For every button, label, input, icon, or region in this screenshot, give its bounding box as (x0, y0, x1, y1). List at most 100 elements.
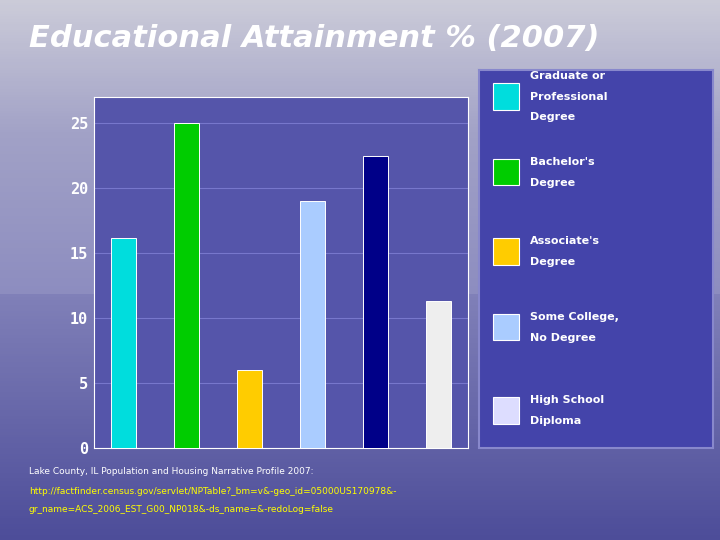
Bar (0, 146, 720, 148)
Bar (0, 427, 720, 429)
Bar (0, 370, 720, 373)
Bar (0, 227, 720, 229)
Bar (0, 192, 720, 194)
Bar (0, 354, 720, 356)
Bar (0, 389, 720, 392)
Bar (0, 437, 720, 440)
Bar (0, 410, 720, 413)
Bar (0, 429, 720, 432)
Bar (0, 319, 720, 321)
Bar (0, 167, 720, 170)
FancyBboxPatch shape (493, 239, 518, 265)
Bar (0, 116, 720, 119)
Bar (0, 143, 720, 146)
Bar (0, 216, 720, 219)
Text: Diploma: Diploma (530, 416, 582, 426)
Bar (0, 397, 720, 400)
Bar (0, 89, 720, 92)
Bar (0, 289, 720, 292)
Bar (0, 464, 720, 467)
Bar (0, 267, 720, 270)
Bar (0, 346, 720, 348)
Bar (0, 46, 720, 49)
Bar (0, 513, 720, 516)
Bar (0, 313, 720, 316)
Bar (0, 262, 720, 265)
Bar (0, 211, 720, 213)
Bar (0, 381, 720, 383)
Bar (0, 435, 720, 437)
Bar (0, 194, 720, 197)
Text: Educational Attainment % (2007): Educational Attainment % (2007) (29, 24, 599, 53)
Bar (0, 356, 720, 359)
Text: High School: High School (530, 395, 604, 405)
Bar (0, 273, 720, 275)
Bar (0, 481, 720, 483)
Text: http://factfinder.census.gov/servlet/NPTable?_bm=v&-geo_id=05000US170978&-: http://factfinder.census.gov/servlet/NPT… (29, 487, 396, 496)
Bar (0, 49, 720, 51)
Bar (0, 446, 720, 448)
Bar (0, 84, 720, 86)
Bar (0, 70, 720, 73)
Bar (0, 383, 720, 386)
Text: No Degree: No Degree (530, 333, 596, 343)
Bar (0, 94, 720, 97)
Bar (0, 43, 720, 46)
Bar (0, 76, 720, 78)
Bar (0, 32, 720, 35)
Bar (0, 494, 720, 497)
Bar (0, 97, 720, 100)
Bar (0, 472, 720, 475)
Bar (0, 335, 720, 338)
Bar (0, 68, 720, 70)
Bar (0, 416, 720, 418)
Bar (0, 65, 720, 68)
Bar (0, 5, 720, 8)
Bar (0, 362, 720, 364)
Bar (0, 246, 720, 248)
Bar (0, 521, 720, 524)
Bar (0, 165, 720, 167)
Text: Degree: Degree (530, 178, 575, 188)
Bar (0, 8, 720, 11)
Bar (0, 292, 720, 294)
Bar (0, 0, 720, 3)
Bar (0, 300, 720, 302)
Bar (0, 11, 720, 14)
Bar (0, 532, 720, 535)
Bar (0, 413, 720, 416)
Bar (0, 508, 720, 510)
Bar (111, 238, 136, 448)
Bar (0, 230, 720, 232)
Bar (0, 402, 720, 405)
Bar (0, 470, 720, 472)
Bar (0, 424, 720, 427)
FancyBboxPatch shape (493, 159, 518, 186)
Bar (0, 459, 720, 462)
Bar (0, 281, 720, 284)
Bar (174, 123, 199, 448)
Bar (0, 316, 720, 319)
Bar (237, 370, 262, 448)
Bar (0, 516, 720, 518)
Bar (0, 386, 720, 389)
Bar (0, 421, 720, 424)
Bar (0, 524, 720, 526)
Bar (0, 108, 720, 111)
Bar (0, 440, 720, 443)
Bar (0, 343, 720, 346)
Text: Lake County, IL Population and Housing Narrative Profile 2007:: Lake County, IL Population and Housing N… (29, 467, 313, 476)
Bar (0, 497, 720, 500)
FancyBboxPatch shape (493, 314, 518, 340)
Bar (0, 124, 720, 127)
Bar (0, 529, 720, 532)
Bar (0, 324, 720, 327)
Bar (0, 510, 720, 513)
Bar (0, 240, 720, 243)
Bar (0, 135, 720, 138)
Bar (0, 54, 720, 57)
Bar (0, 213, 720, 216)
Bar (0, 310, 720, 313)
Bar (0, 103, 720, 105)
Bar (0, 243, 720, 246)
